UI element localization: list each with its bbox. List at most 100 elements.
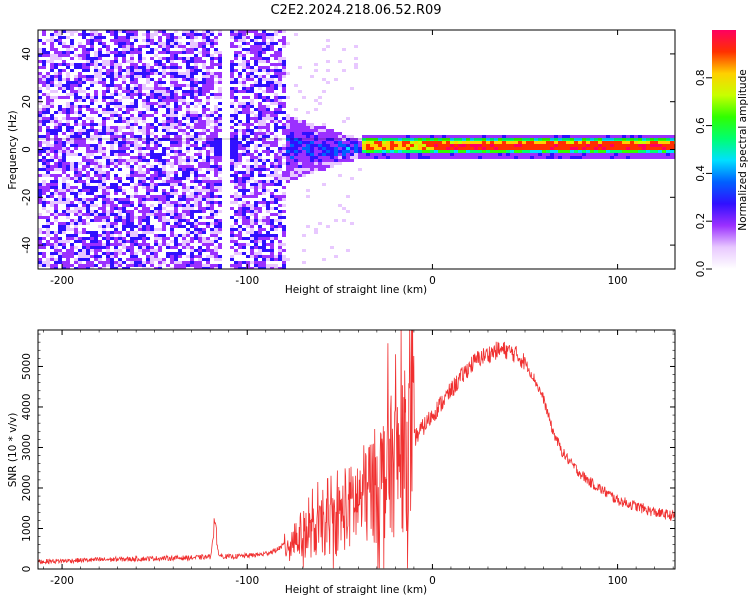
spectrogram-cell [74,231,78,234]
spectrogram-cell [106,90,110,93]
spectrogram-cell [506,135,510,138]
spectrogram-cell [274,180,278,183]
spectrogram-cell [142,225,146,228]
snr-y-tick-label: 4000 [21,394,33,421]
spectrogram-cell [46,186,50,189]
spectrogram-cell [42,261,46,264]
spectrogram-cell [214,81,218,84]
spectrogram-cell [514,156,518,159]
spectrogram-cell [50,48,54,51]
spectrogram-cell [554,153,558,156]
spectrogram-cell [190,186,194,189]
spectrogram-cell [546,147,550,150]
spectrogram-cell [266,45,270,48]
spectrogram-cell [630,141,634,144]
spectrogram-cell [214,180,218,183]
spectrogram-cell [230,93,234,96]
spectrogram-cell [74,75,78,78]
spectrogram-cell [270,183,274,186]
spectrogram-cell [82,57,86,60]
spectrogram-cell [414,144,418,147]
spectrogram-cell [230,225,234,228]
spectrogram-cell [98,162,102,165]
spectrogram-cell [306,150,310,153]
spectrogram-cell [86,123,90,126]
spectrogram-cell [46,243,50,246]
spectrogram-cell [46,210,50,213]
spectrogram-cell [238,261,242,264]
spectrogram-cell [322,144,326,147]
spectrogram-cell [250,156,254,159]
spectrogram-y-tick-label: -40 [21,237,33,254]
spectrogram-cell [42,147,46,150]
spectrogram-cell [542,147,546,150]
spectrogram-cell [386,150,390,153]
spectrogram-cell [166,66,170,69]
spectrogram-cell [74,93,78,96]
spectrogram-cell [126,219,130,222]
spectrogram-cell [542,141,546,144]
spectrogram-cell [86,60,90,63]
spectrogram-cell [114,240,118,243]
spectrogram-cell [266,255,270,258]
spectrogram-cell [258,180,262,183]
spectrogram-cell [138,87,142,90]
spectrogram-cell [154,249,158,252]
spectrogram-cell [542,144,546,147]
spectrogram-cell [118,243,122,246]
spectrogram-cell [274,93,278,96]
spectrogram-cell [130,222,134,225]
spectrogram-cell [470,147,474,150]
spectrogram-cell [78,264,82,267]
spectrogram-cell [90,144,94,147]
spectrogram-y-tick-label: 40 [21,47,33,60]
spectrogram-cell [78,189,82,192]
spectrogram-cell [274,162,278,165]
spectrogram-cell [282,261,286,264]
spectrogram-cell [114,165,118,168]
spectrogram-cell [146,126,150,129]
spectrogram-cell [166,201,170,204]
spectrogram-cell [278,222,282,225]
spectrogram-cell [38,108,42,111]
spectrogram-cell [98,168,102,171]
spectrogram-cell [178,120,182,123]
spectrogram-cell [118,99,122,102]
spectrogram-cell [314,126,318,129]
spectrogram-cell [86,177,90,180]
spectrogram-cell [146,45,150,48]
spectrogram-cell [70,135,74,138]
spectrogram-cell [558,153,562,156]
spectrogram-cell [258,45,262,48]
spectrogram-cell [54,132,58,135]
spectrogram-cell [262,216,266,219]
spectrogram-cell [122,117,126,120]
spectrogram-cell [486,135,490,138]
spectrogram-cell [270,99,274,102]
spectrogram-cell [666,147,670,150]
spectrogram-cell [110,141,114,144]
spectrogram-cell [106,219,110,222]
spectrogram-cell [178,129,182,132]
spectrogram-cell [230,33,234,36]
spectrogram-cell [462,144,466,147]
spectrogram-cell [242,177,246,180]
spectrogram-cell [390,153,394,156]
spectrogram-cell [502,138,506,141]
spectrogram-cell [238,159,242,162]
spectrogram-cell [58,51,62,54]
spectrogram-cell [38,135,42,138]
spectrogram-cell [614,141,618,144]
spectrogram-cell [166,117,170,120]
spectrogram-cell [130,180,134,183]
spectrogram-cell [474,135,478,138]
spectrogram-cell [162,105,166,108]
spectrogram-cell [182,234,186,237]
spectrogram-cell [50,156,54,159]
spectrogram-cell [242,129,246,132]
spectrogram-cell [578,135,582,138]
spectrogram-cell [506,144,510,147]
spectrogram-cell [206,51,210,54]
spectrogram-cell [190,48,194,51]
spectrogram-cell [666,141,670,144]
